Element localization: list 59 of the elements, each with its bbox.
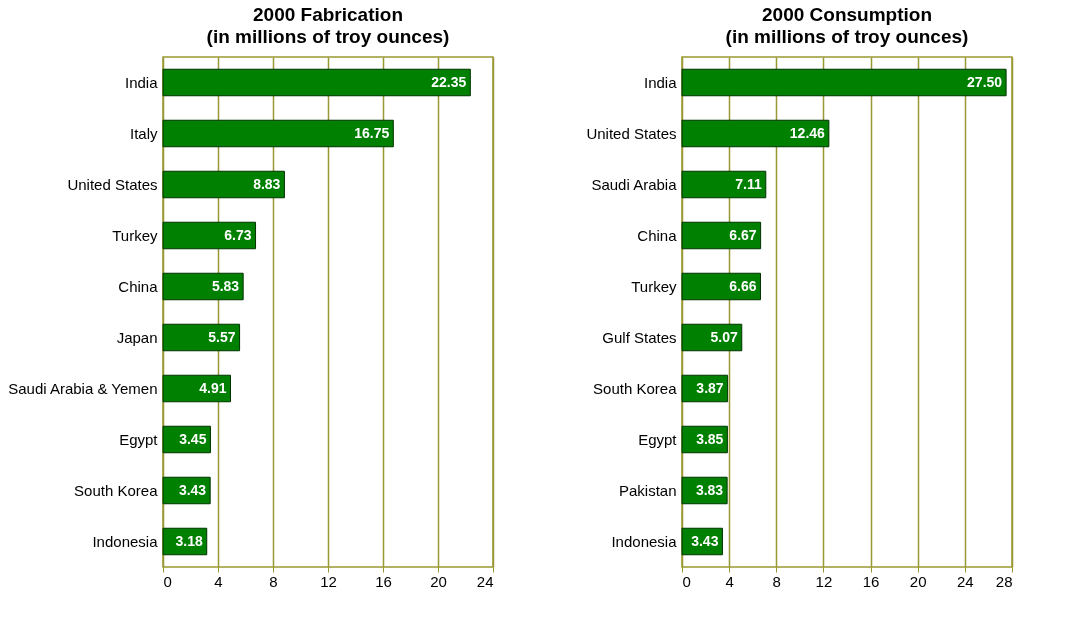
y-tick-label: Egypt	[119, 430, 159, 448]
data-label: 27.50	[967, 73, 1003, 90]
y-tick-label: Turkey	[631, 277, 677, 295]
chart-subtitle: (in millions of troy ounces)	[725, 26, 969, 47]
x-tick-label: 16	[375, 572, 392, 590]
data-label: 7.11	[735, 175, 762, 192]
y-tick-label: Gulf States	[602, 328, 677, 346]
y-tick-label: Egypt	[638, 430, 678, 448]
x-tick-label: 4	[725, 572, 734, 590]
y-tick-label: China	[637, 226, 678, 244]
x-tick-label: 20	[909, 572, 927, 590]
x-tick-label: 4	[214, 572, 223, 590]
data-label: 6.67	[729, 226, 757, 243]
y-tick-label: South Korea	[74, 481, 159, 499]
y-tick-label: United States	[67, 175, 158, 193]
data-label: 3.18	[175, 532, 203, 549]
y-tick-label: Saudi Arabia	[591, 175, 678, 193]
y-tick-label: India	[643, 73, 678, 91]
data-label: 8.83	[253, 175, 281, 192]
y-tick-label: Japan	[116, 328, 158, 346]
data-label: 5.07	[710, 328, 738, 345]
x-tick-label: 24	[476, 572, 494, 590]
x-tick-label: 16	[862, 572, 880, 590]
data-label: 3.43	[178, 481, 207, 498]
x-tick-label: 0	[163, 572, 172, 590]
data-label: 5.83	[211, 277, 240, 294]
y-tick-label: Saudi Arabia & Yemen	[8, 379, 158, 397]
data-label: 3.43	[691, 532, 719, 549]
data-label: 3.87	[696, 379, 724, 396]
x-tick-label: 0	[682, 572, 691, 590]
data-label: 16.75	[354, 124, 390, 141]
y-tick-label: United States	[586, 124, 677, 142]
y-tick-label: Italy	[129, 124, 158, 142]
y-tick-label: India	[124, 73, 159, 91]
x-tick-label: 24	[957, 572, 974, 590]
chart-title: 2000 Consumption	[762, 4, 932, 25]
y-tick-label: Pakistan	[618, 481, 677, 499]
x-tick-label: 12	[815, 572, 833, 590]
data-label: 4.91	[199, 379, 227, 396]
data-label: 3.85	[696, 430, 724, 447]
x-tick-label: 12	[320, 572, 337, 590]
y-tick-label: China	[118, 277, 159, 295]
data-label: 5.57	[208, 328, 236, 345]
data-label: 6.66	[729, 277, 757, 294]
chart-title: 2000 Fabrication	[253, 4, 403, 25]
data-label: 3.45	[179, 430, 207, 447]
data-label: 22.35	[431, 73, 467, 90]
x-tick-label: 8	[269, 572, 278, 590]
data-label: 6.73	[224, 226, 252, 243]
x-tick-label: 20	[430, 572, 447, 590]
x-tick-label: 28	[995, 572, 1013, 590]
y-tick-label: Indonesia	[611, 532, 678, 550]
y-tick-label: South Korea	[593, 379, 678, 397]
x-tick-label: 8	[772, 572, 781, 590]
chart-subtitle: (in millions of troy ounces)	[206, 26, 450, 47]
data-label: 12.46	[789, 124, 826, 141]
y-tick-label: Indonesia	[92, 532, 159, 550]
data-label: 3.83	[695, 481, 724, 498]
y-tick-label: Turkey	[112, 226, 158, 244]
